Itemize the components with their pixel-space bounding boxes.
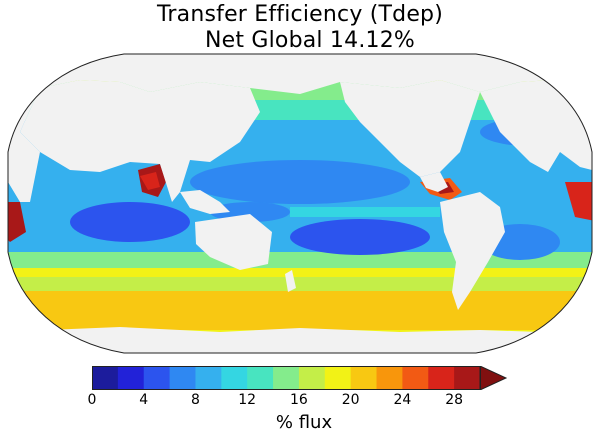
colorbar-frame bbox=[92, 366, 481, 390]
colorbar-tick-label: 20 bbox=[341, 392, 360, 408]
colorbar bbox=[92, 366, 508, 390]
colorbar-cell bbox=[247, 366, 274, 390]
colorbar-cell bbox=[376, 366, 403, 390]
colorbar-tick-label: 28 bbox=[445, 392, 464, 408]
colorbar-cell bbox=[298, 366, 326, 390]
colorbar-cell bbox=[143, 366, 171, 390]
colorbar-cell bbox=[221, 366, 248, 390]
global-map bbox=[7, 53, 593, 354]
ocean-field bbox=[8, 54, 592, 353]
colorbar-cell bbox=[402, 366, 429, 390]
colorbar-cell bbox=[324, 366, 352, 390]
colorbar-tick-label: 12 bbox=[238, 392, 257, 408]
colorbar-tick-label: 0 bbox=[87, 392, 97, 408]
colorbar-cell bbox=[350, 366, 378, 390]
colorbar-tick-label: 4 bbox=[139, 392, 149, 408]
map-subtitle: Net Global 14.12% bbox=[204, 28, 416, 53]
map-boundary bbox=[7, 53, 593, 354]
colorbar-cell bbox=[454, 366, 481, 390]
colorbar-cell bbox=[195, 366, 222, 390]
colorbar-cell bbox=[117, 366, 145, 390]
colorbar-extend-arrow bbox=[479, 366, 508, 390]
colorbar-cell bbox=[92, 366, 119, 390]
colorbar-cell bbox=[273, 366, 300, 390]
colorbar-tick-label: 24 bbox=[393, 392, 412, 408]
colorbar-cell bbox=[428, 366, 455, 390]
colorbar-tick-label: 8 bbox=[190, 392, 200, 408]
colorbar-tick-label: 16 bbox=[290, 392, 308, 408]
colorbar-label: % flux bbox=[275, 412, 333, 433]
map-title: Transfer Efficiency (Tdep) bbox=[156, 2, 444, 27]
colorbar-cell bbox=[169, 366, 196, 390]
